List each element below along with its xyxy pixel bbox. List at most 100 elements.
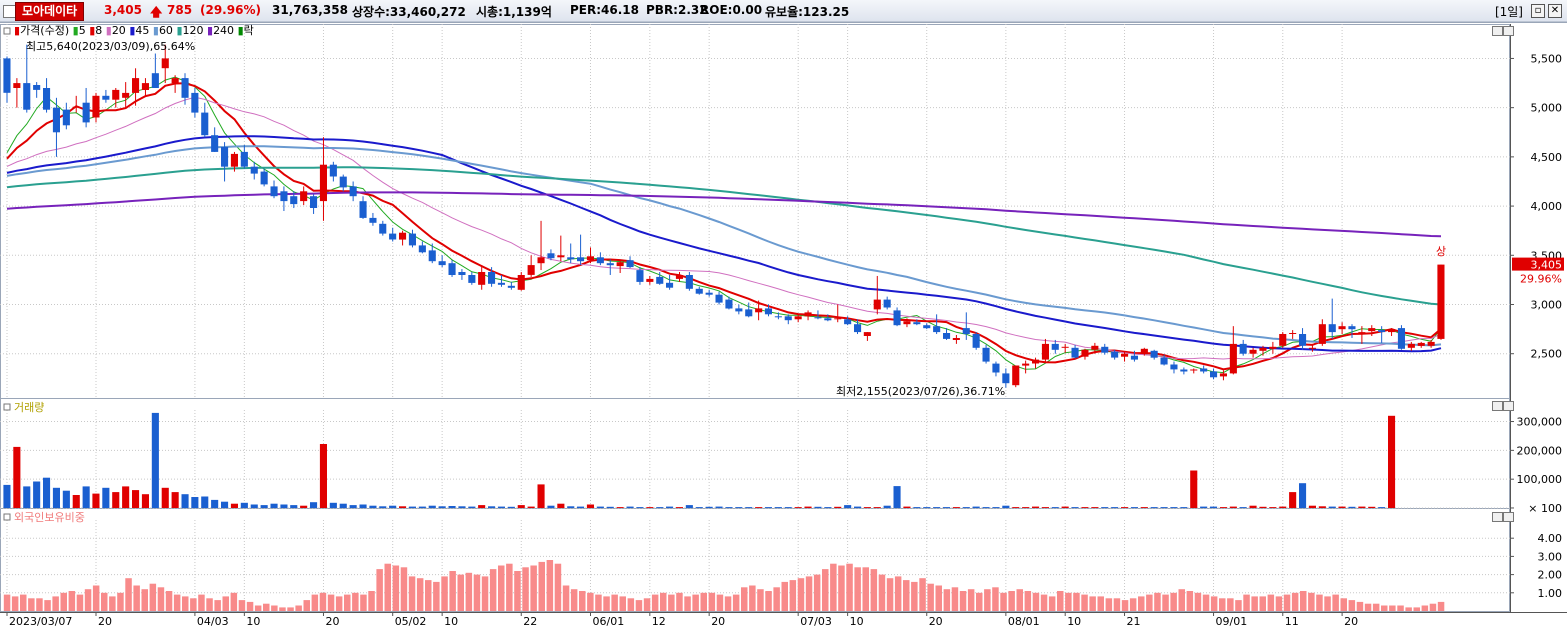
candle: [1289, 330, 1297, 339]
volume-bar: [181, 494, 189, 508]
candle: [1140, 347, 1148, 356]
foreign-ratio-bar: [1389, 605, 1396, 611]
panel-close-button[interactable]: [1503, 401, 1514, 411]
foreign-ratio-bar: [1316, 594, 1323, 611]
volume-bar: [913, 507, 921, 508]
foreign-ratio-bar: [1138, 596, 1145, 611]
foreign-ratio-bar: [157, 587, 165, 611]
candle: [844, 316, 852, 326]
volume-bar: [596, 506, 604, 508]
panel-maximize-button[interactable]: [1492, 401, 1503, 411]
foreign-ratio-bar: [935, 585, 942, 611]
close-icon[interactable]: ✕: [1548, 4, 1562, 18]
foreign-ratio-bar: [376, 569, 383, 611]
candle: [755, 300, 763, 321]
foreign-ratio-bar: [1000, 592, 1007, 611]
volume-bar: [656, 507, 664, 508]
volume-bar: [952, 507, 960, 508]
candle: [3, 56, 11, 103]
foreign-ratio-bar: [959, 591, 967, 611]
volume-bar: [636, 507, 644, 508]
foreign-ratio-bar: [473, 574, 481, 611]
y-tick-label: 100,000: [1517, 473, 1563, 486]
y-tick-label: 300,000: [1517, 416, 1563, 429]
candle: [1101, 343, 1109, 355]
foreign-ratio-bar: [660, 592, 667, 611]
foreign-ratio-bar: [1251, 596, 1258, 611]
legend-entry: 60: [159, 24, 177, 37]
y-tick-label: 1.00: [1538, 587, 1563, 600]
foreign-ratio-bar: [1324, 596, 1331, 611]
panel-close-button[interactable]: [1503, 512, 1514, 522]
candle: [399, 230, 407, 246]
candle: [567, 243, 575, 264]
candle: [794, 314, 802, 323]
foreign-ratio-bar: [1186, 591, 1194, 611]
volume-bar: [933, 507, 941, 508]
foreign-ratio-bar: [716, 594, 724, 611]
candle: [23, 44, 31, 113]
period-selector[interactable]: [1일]: [1494, 5, 1523, 19]
volume-bar: [151, 412, 159, 508]
volume-bar: [1041, 507, 1049, 508]
volume-bar: [764, 507, 772, 508]
panel-maximize-button[interactable]: [1492, 512, 1503, 522]
candle: [478, 265, 486, 290]
foreign-ratio-bar: [1048, 596, 1056, 611]
volume-bar: [1101, 507, 1109, 508]
volume-bar: [230, 503, 238, 508]
foreign-ratio-bar: [522, 567, 529, 611]
stock-name[interactable]: 모아데이타: [15, 2, 85, 21]
foreign-ratio-bar: [352, 592, 359, 611]
candle: [260, 168, 268, 187]
foreign-ratio-bar: [911, 581, 918, 611]
volume-bar: [161, 487, 169, 508]
foreign-ratio-bar: [481, 576, 489, 611]
roe-value: ROE:0.00: [700, 3, 763, 17]
volume-bar: [784, 507, 792, 508]
limit-up-label: 상: [1436, 245, 1446, 258]
volume-bar: [547, 505, 555, 508]
candle: [982, 344, 990, 364]
foreign-ratio-bar: [1113, 598, 1121, 611]
candle: [300, 186, 308, 206]
legend-entry: 45: [135, 24, 153, 37]
volume-bar: [319, 444, 327, 508]
foreign-ratio-bar: [1259, 596, 1266, 611]
foreign-ratio-bar: [214, 600, 221, 611]
foreign-ratio-bar: [465, 572, 473, 611]
panel-maximize-button[interactable]: [1492, 26, 1503, 36]
candle: [1210, 368, 1218, 380]
volume-bar: [1348, 506, 1356, 508]
candle: [1180, 367, 1188, 375]
foreign-ratio-bar: [903, 580, 910, 611]
volume-bar: [695, 507, 703, 508]
foreign-ratio-bar: [749, 585, 756, 611]
y-tick-label: 4,000: [1531, 200, 1563, 213]
volume-bar: [43, 477, 51, 508]
foreign-ratio-bar: [878, 574, 886, 611]
candle: [448, 260, 456, 277]
restore-window-icon[interactable]: ▫: [1531, 4, 1545, 18]
volume-bar: [290, 505, 298, 508]
foreign-ratio-bar: [165, 591, 173, 611]
candle: [1308, 343, 1316, 352]
x-tick-label: 20: [98, 615, 112, 628]
volume-bar: [82, 486, 90, 508]
foreign-ratio-bar: [862, 567, 869, 611]
candle: [1150, 349, 1158, 360]
legend-entry: 5: [79, 24, 90, 37]
foreign-ratio-bar: [173, 594, 181, 611]
foreign-ratio-bar: [254, 605, 262, 611]
candle: [1239, 339, 1247, 356]
legend-marker: ▮: [207, 24, 213, 37]
y-tick-label: 200,000: [1517, 444, 1563, 457]
foreign-ratio-bar: [360, 594, 367, 611]
panel-close-button[interactable]: [1503, 26, 1514, 36]
volume-bar: [1219, 507, 1227, 508]
foreign-ratio-bar: [546, 560, 554, 611]
foreign-ratio-bar: [457, 574, 464, 611]
candle: [1022, 360, 1030, 374]
